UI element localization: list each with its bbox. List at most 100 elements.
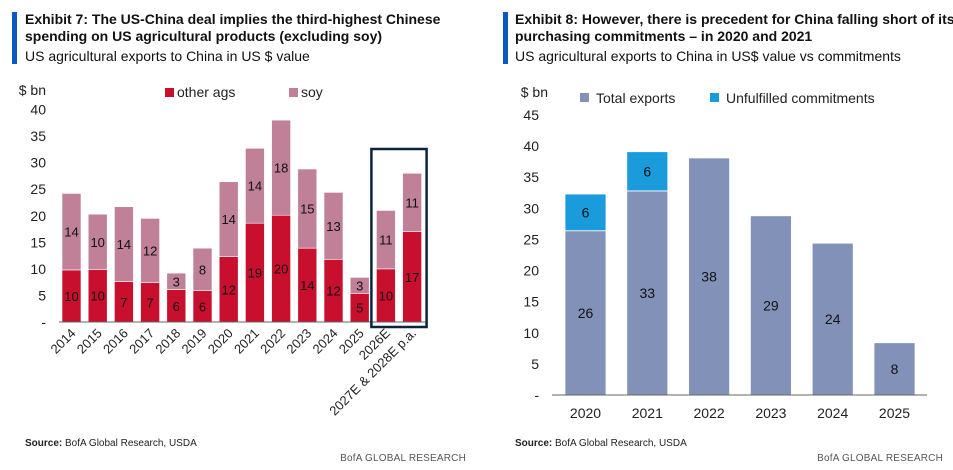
legend-label: soy — [301, 84, 323, 100]
chart-subtitle: US agricultural exports to China in US $… — [25, 48, 310, 64]
legend-label: Total exports — [596, 90, 675, 106]
data-label: 10 — [379, 288, 393, 303]
y-tick-label: - — [41, 314, 46, 330]
x-tick-label: 2015 — [74, 326, 105, 357]
bar-unfulfilled-commitments — [626, 151, 669, 192]
y-tick-label: 5 — [531, 356, 539, 372]
x-tick-label: 2025 — [879, 405, 910, 421]
x-tick-label: 2018 — [152, 326, 183, 357]
bar-soy — [218, 181, 239, 257]
x-tick-label: 2020 — [205, 326, 236, 357]
y-axis-label: $ bn — [19, 82, 46, 98]
data-label: 10 — [90, 235, 104, 250]
legend-swatch — [165, 88, 174, 97]
x-tick-label: 2024 — [817, 405, 848, 421]
data-label: 20 — [274, 262, 288, 277]
data-label: 3 — [356, 278, 363, 293]
bar-soy — [271, 119, 291, 216]
y-tick-label: 20 — [30, 208, 46, 224]
x-tick-label: 2021 — [231, 326, 262, 357]
chart-title: Exhibit 8: However, there is precedent f… — [515, 11, 953, 44]
chart-title: Exhibit 7: The US-China deal implies the… — [25, 11, 441, 44]
bar-soy — [166, 272, 187, 290]
bar-soy — [376, 210, 396, 270]
title-accent-bar — [503, 12, 508, 64]
data-label: 10 — [64, 289, 78, 304]
data-label: 6 — [582, 204, 590, 220]
x-tick-label: 2014 — [48, 326, 79, 357]
y-tick-label: 35 — [523, 169, 539, 185]
data-label: 24 — [825, 311, 841, 327]
source-label: Source: — [25, 438, 63, 449]
data-label: 38 — [701, 268, 717, 284]
y-tick-label: 35 — [30, 128, 46, 144]
data-label: 14 — [117, 237, 131, 252]
data-label: 3 — [173, 274, 180, 289]
y-tick-label: 20 — [523, 263, 539, 279]
data-label: 5 — [356, 301, 363, 316]
x-tick-label: 2020 — [570, 405, 601, 421]
source-label: Source: — [515, 438, 553, 449]
x-tick-label: 2024 — [310, 326, 341, 357]
data-label: 14 — [221, 212, 235, 227]
x-tick-label: 2023 — [283, 326, 314, 357]
bar-soy — [192, 247, 213, 291]
y-tick-label: 45 — [523, 107, 539, 123]
data-label: 14 — [300, 278, 314, 293]
bar-total-exports — [749, 215, 792, 396]
bar-total-exports — [811, 242, 854, 396]
legend-label: Unfulfilled commitments — [726, 90, 875, 106]
data-label: 14 — [64, 225, 78, 240]
x-tick-label: 2016 — [100, 326, 131, 357]
data-label: 26 — [578, 305, 594, 321]
data-label: 8 — [891, 361, 899, 377]
bar-total-exports — [626, 190, 669, 396]
data-label: 11 — [379, 233, 393, 248]
bar-soy — [114, 206, 134, 282]
y-tick-label: 15 — [30, 234, 46, 250]
x-tick-label: 2023 — [755, 405, 786, 421]
source-text: BofA Global Research, USDA — [555, 438, 687, 449]
data-label: 15 — [300, 202, 314, 217]
y-axis-label: $ bn — [521, 84, 548, 100]
bar-soy — [402, 172, 422, 232]
exhibit-8-panel: Exhibit 8: However, there is precedent f… — [490, 0, 953, 470]
y-tick-label: 40 — [30, 102, 46, 118]
y-tick-label: 10 — [523, 325, 539, 341]
data-label: 12 — [143, 244, 157, 259]
y-tick-label: - — [534, 387, 539, 403]
data-label: 6 — [199, 299, 206, 314]
bar-soy — [140, 218, 160, 283]
bar-soy — [245, 147, 265, 224]
data-label: 29 — [763, 297, 779, 313]
x-tick-label: 2017 — [126, 326, 157, 357]
x-tick-label: 2021 — [632, 405, 663, 421]
y-tick-label: 30 — [523, 200, 539, 216]
source-note: Source: BofA Global Research, USDA — [25, 438, 197, 449]
data-label: 13 — [326, 219, 340, 234]
data-label: 10 — [90, 289, 104, 304]
title-accent-bar — [12, 12, 17, 64]
forecast-highlight-box — [370, 147, 428, 329]
legend-swatch — [580, 93, 589, 102]
bar-total-exports — [688, 157, 731, 396]
y-tick-label: 25 — [523, 231, 539, 247]
y-tick-label: 15 — [523, 294, 539, 310]
data-label: 12 — [326, 284, 340, 299]
y-tick-label: 30 — [30, 155, 46, 171]
legend-label: other ags — [177, 84, 235, 100]
chart-subtitle: US agricultural exports to China in US$ … — [515, 48, 901, 64]
bar-soy — [297, 168, 318, 249]
legend-swatch — [710, 93, 719, 102]
bar-soy — [323, 192, 344, 260]
bar-soy — [349, 277, 370, 294]
data-label: 6 — [643, 163, 651, 179]
data-label: 8 — [199, 262, 206, 277]
data-label: 33 — [640, 285, 656, 301]
x-tick-label: 2022 — [694, 405, 725, 421]
bar-soy — [61, 193, 82, 271]
data-label: 11 — [405, 195, 419, 210]
brand-footer: BofA GLOBAL RESEARCH — [817, 453, 943, 464]
